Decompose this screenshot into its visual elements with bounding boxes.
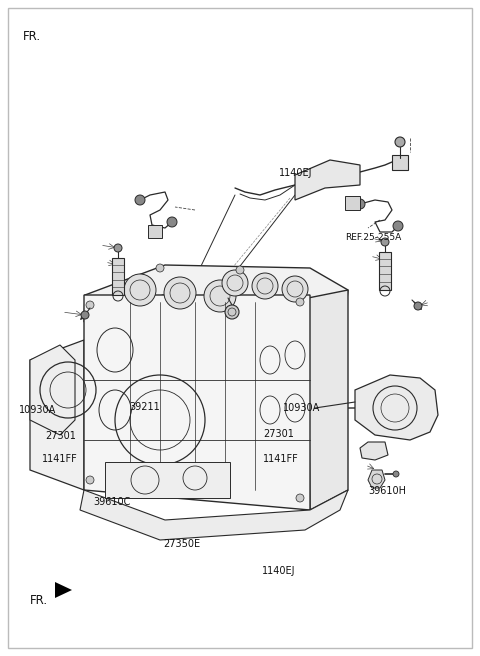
Circle shape: [114, 244, 122, 252]
Polygon shape: [308, 290, 348, 510]
Text: 10930A: 10930A: [19, 405, 57, 415]
Circle shape: [124, 274, 156, 306]
Polygon shape: [360, 442, 388, 460]
Text: 39610H: 39610H: [369, 485, 407, 496]
Text: 27301: 27301: [263, 429, 294, 440]
Circle shape: [414, 302, 422, 310]
Polygon shape: [368, 470, 385, 488]
Polygon shape: [55, 582, 72, 598]
Text: FR.: FR.: [30, 594, 48, 607]
Text: REF.25-255A: REF.25-255A: [346, 233, 402, 242]
Text: FR.: FR.: [23, 30, 41, 43]
Polygon shape: [345, 196, 360, 210]
Polygon shape: [84, 295, 310, 510]
Polygon shape: [84, 265, 348, 322]
Circle shape: [395, 137, 405, 147]
Polygon shape: [379, 252, 391, 290]
Circle shape: [156, 264, 164, 272]
Circle shape: [164, 277, 196, 309]
Text: 27301: 27301: [46, 430, 76, 441]
Polygon shape: [148, 225, 162, 238]
Polygon shape: [30, 340, 84, 490]
Text: 1141FF: 1141FF: [263, 454, 299, 464]
Circle shape: [167, 217, 177, 227]
Text: 1141FF: 1141FF: [42, 454, 78, 464]
Polygon shape: [355, 375, 438, 440]
Circle shape: [86, 476, 94, 484]
Polygon shape: [105, 462, 230, 498]
Text: 39610C: 39610C: [94, 497, 131, 507]
Text: 39211: 39211: [130, 401, 160, 412]
Circle shape: [393, 471, 399, 477]
Polygon shape: [30, 345, 75, 435]
Circle shape: [282, 276, 308, 302]
Polygon shape: [112, 258, 124, 295]
Circle shape: [296, 494, 304, 502]
Circle shape: [252, 273, 278, 299]
Circle shape: [296, 298, 304, 306]
Polygon shape: [295, 160, 360, 200]
Circle shape: [381, 238, 389, 246]
Text: 1140EJ: 1140EJ: [279, 168, 313, 178]
Polygon shape: [392, 155, 408, 170]
Circle shape: [236, 266, 244, 274]
Circle shape: [86, 301, 94, 309]
Text: 10930A: 10930A: [283, 403, 321, 413]
Circle shape: [81, 311, 89, 319]
Circle shape: [204, 280, 236, 312]
Circle shape: [393, 221, 403, 231]
Circle shape: [135, 195, 145, 205]
Polygon shape: [80, 490, 348, 540]
Circle shape: [225, 305, 239, 319]
Circle shape: [355, 199, 365, 209]
Text: 27350E: 27350E: [163, 539, 200, 550]
Circle shape: [222, 270, 248, 296]
Text: 1140EJ: 1140EJ: [262, 565, 295, 576]
